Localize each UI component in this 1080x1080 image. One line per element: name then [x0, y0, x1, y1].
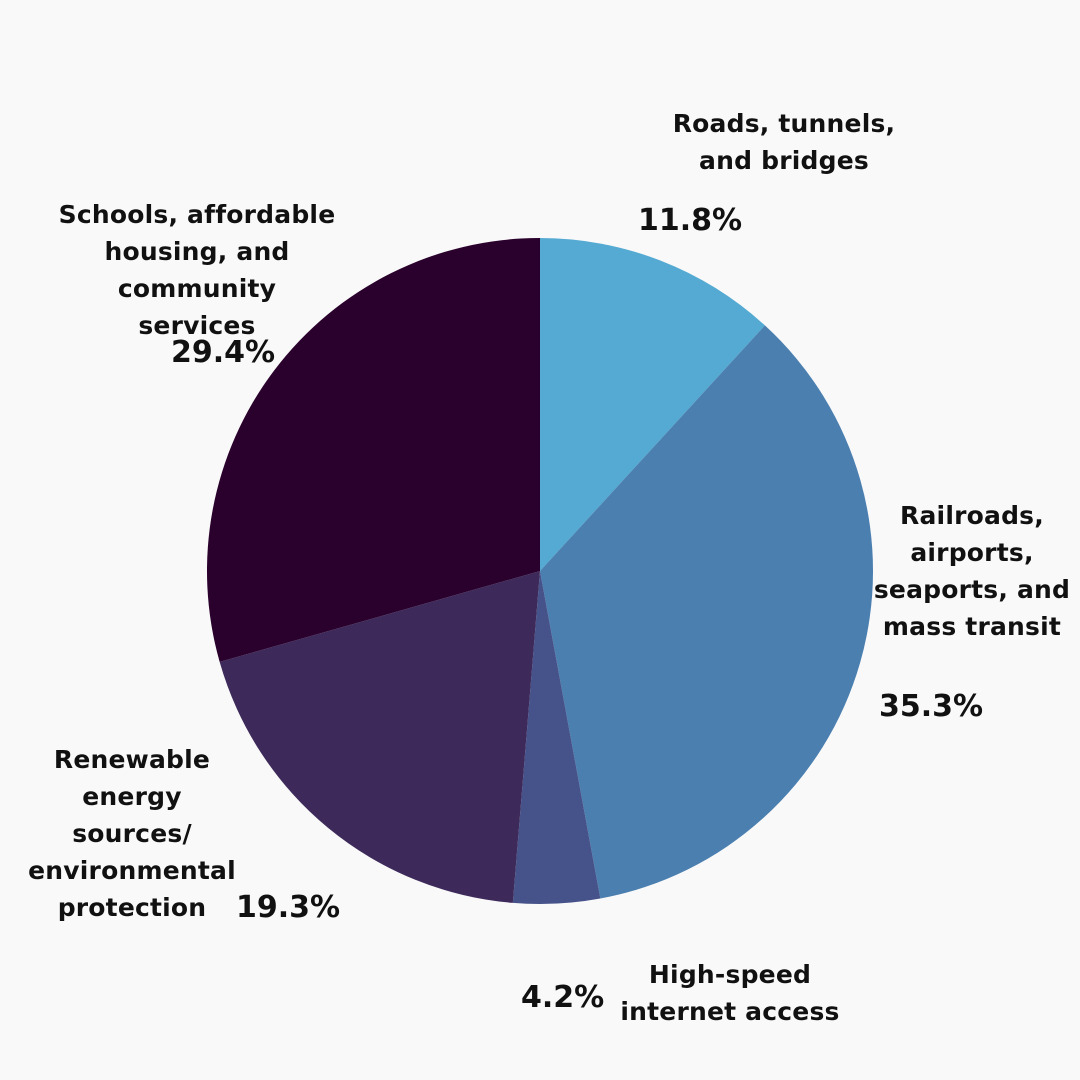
slice-label-railroads: Railroads, airports, seaports, and mass … — [873, 501, 1071, 641]
pie-slice-renewable — [219, 571, 540, 903]
slice-label-roads: Roads, tunnels, and bridges — [672, 109, 896, 175]
pie-slice-internet — [512, 571, 601, 905]
slice-value-renewable: 19.3% — [236, 890, 341, 925]
slice-value-railroads: 35.3% — [879, 689, 984, 724]
slice-value-roads: 11.8% — [638, 203, 743, 238]
slice-label-schools: Schools, affordable housing, and communi… — [58, 200, 336, 340]
slice-value-schools: 29.4% — [171, 335, 276, 370]
slice-label-renewable: Renewable energy sources/ environmental … — [28, 745, 236, 922]
slice-value-internet: 4.2% — [521, 980, 605, 1015]
pie-slice-railroads — [540, 325, 874, 899]
pie-slice-roads — [540, 238, 765, 571]
slice-label-internet: High-speed internet access — [620, 960, 840, 1026]
pie-slice-schools — [206, 238, 540, 662]
